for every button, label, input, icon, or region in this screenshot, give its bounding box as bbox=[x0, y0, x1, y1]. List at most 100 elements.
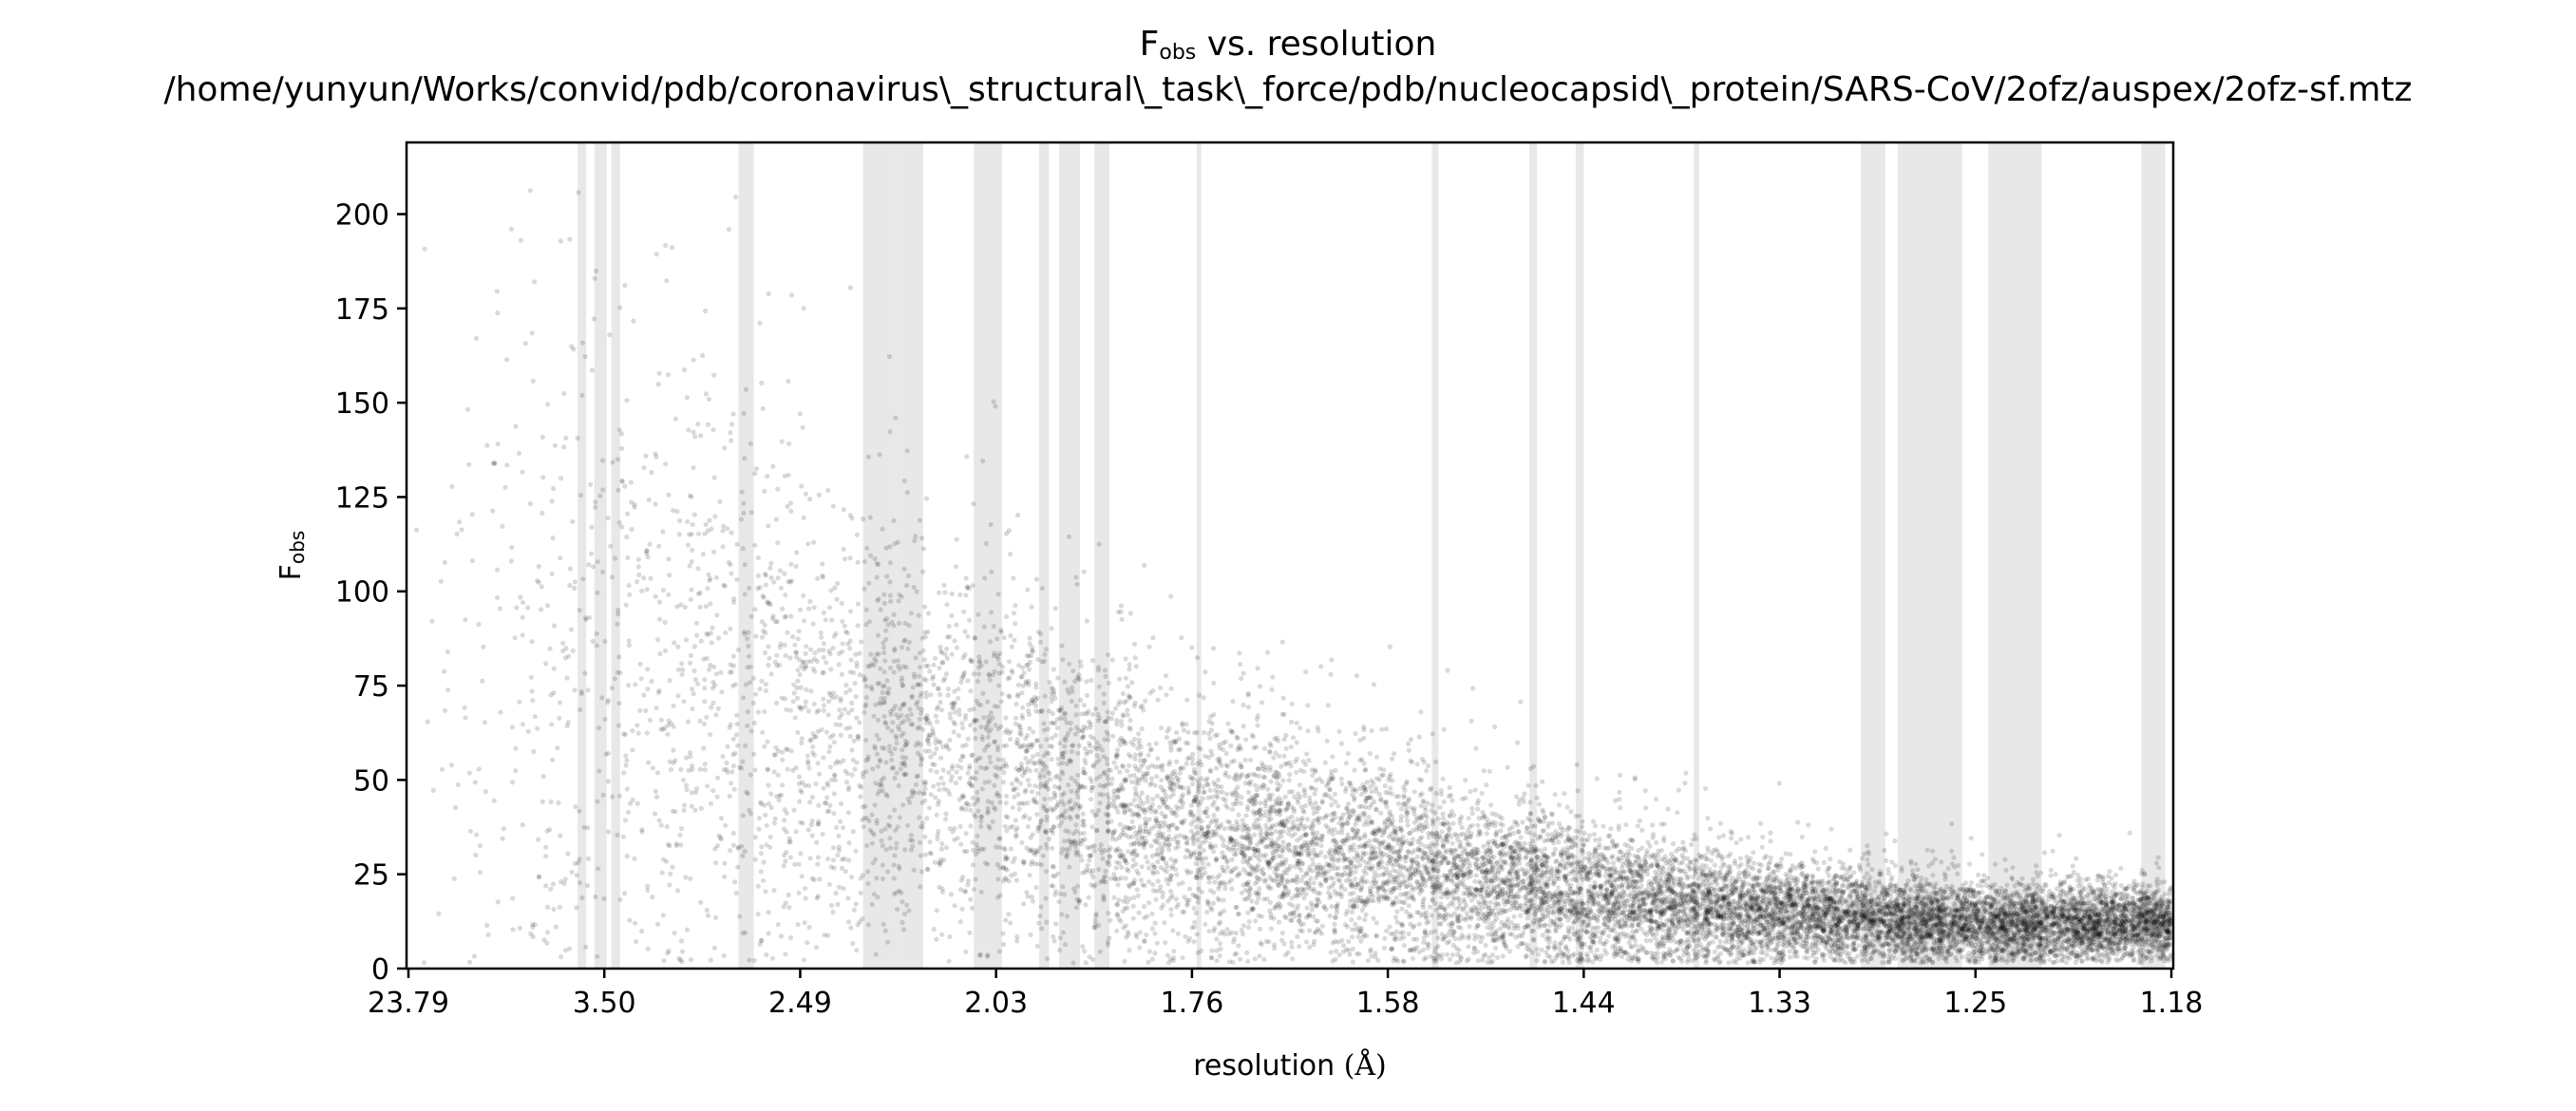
data-point bbox=[1250, 734, 1256, 740]
data-point bbox=[1844, 931, 1849, 936]
data-point bbox=[2018, 895, 2024, 902]
data-point bbox=[866, 580, 872, 586]
data-point bbox=[1303, 668, 1309, 675]
data-point bbox=[988, 521, 994, 528]
data-point bbox=[957, 919, 963, 925]
data-point bbox=[1620, 889, 1626, 895]
data-point bbox=[1708, 921, 1714, 927]
data-point bbox=[2050, 848, 2055, 854]
data-point bbox=[429, 618, 435, 624]
data-point bbox=[1879, 891, 1885, 896]
data-point bbox=[689, 790, 694, 796]
data-point bbox=[811, 605, 817, 611]
data-point bbox=[1634, 928, 1639, 933]
data-point bbox=[539, 584, 544, 590]
data-point bbox=[1381, 945, 1387, 951]
data-point bbox=[2009, 922, 2015, 928]
data-point bbox=[1089, 748, 1094, 755]
data-point bbox=[1340, 852, 1346, 857]
data-point bbox=[1211, 812, 1217, 819]
resolution-band bbox=[594, 142, 607, 969]
data-point bbox=[1359, 878, 1365, 884]
data-point bbox=[1998, 925, 2004, 932]
data-point bbox=[922, 834, 928, 839]
data-point bbox=[858, 876, 863, 881]
data-point bbox=[810, 744, 816, 750]
data-point bbox=[1038, 744, 1044, 749]
data-point bbox=[1282, 762, 1288, 767]
data-point bbox=[2058, 947, 2064, 952]
data-point bbox=[1212, 879, 1218, 885]
data-point bbox=[988, 639, 994, 645]
data-point bbox=[913, 534, 919, 539]
data-point bbox=[1804, 909, 1809, 914]
data-point bbox=[619, 479, 625, 484]
data-point bbox=[1456, 864, 1462, 870]
data-point bbox=[1044, 807, 1050, 814]
data-point bbox=[1112, 876, 1118, 882]
data-point bbox=[2083, 906, 2089, 913]
data-point bbox=[1000, 757, 1006, 763]
data-point bbox=[1897, 926, 1903, 932]
data-point bbox=[1069, 749, 1075, 755]
data-point bbox=[1044, 737, 1050, 743]
data-point bbox=[1472, 886, 1479, 892]
data-point bbox=[2114, 917, 2120, 923]
data-point bbox=[1827, 894, 1832, 899]
data-point bbox=[1336, 850, 1342, 856]
data-point bbox=[1215, 806, 1221, 813]
data-point bbox=[1552, 940, 1558, 946]
data-point bbox=[1861, 914, 1866, 920]
data-point bbox=[911, 867, 917, 874]
data-point bbox=[1487, 890, 1494, 895]
data-point bbox=[815, 855, 822, 860]
data-point bbox=[2109, 932, 2115, 938]
data-point bbox=[2043, 934, 2049, 940]
data-point bbox=[1118, 918, 1124, 924]
data-point bbox=[1245, 924, 1252, 931]
data-point bbox=[1052, 774, 1058, 781]
data-point bbox=[2000, 910, 2006, 916]
data-point bbox=[2115, 922, 2121, 928]
data-point bbox=[783, 613, 789, 619]
data-point bbox=[688, 957, 694, 963]
data-point bbox=[1712, 887, 1717, 894]
data-point bbox=[1365, 899, 1371, 905]
data-point bbox=[1276, 738, 1281, 744]
data-point bbox=[2081, 924, 2087, 930]
data-point bbox=[2043, 906, 2050, 912]
data-point bbox=[2071, 931, 2076, 936]
data-point bbox=[1939, 920, 1944, 926]
data-point bbox=[1645, 872, 1651, 877]
data-point bbox=[1760, 834, 1766, 840]
data-point bbox=[1426, 868, 1431, 874]
data-point bbox=[975, 665, 982, 670]
data-point bbox=[878, 759, 883, 764]
data-point bbox=[1438, 885, 1444, 891]
data-point bbox=[660, 587, 666, 593]
data-point bbox=[873, 857, 879, 862]
data-point bbox=[786, 441, 792, 446]
data-point bbox=[667, 678, 672, 684]
data-point bbox=[919, 536, 925, 541]
data-point bbox=[1212, 733, 1218, 739]
data-point bbox=[1302, 802, 1308, 809]
data-point bbox=[797, 672, 803, 678]
data-point bbox=[1544, 884, 1551, 890]
data-point bbox=[1768, 855, 1773, 860]
data-point bbox=[1804, 940, 1809, 946]
data-point bbox=[1146, 900, 1152, 906]
data-point bbox=[981, 624, 987, 630]
data-point bbox=[880, 862, 885, 868]
data-point bbox=[653, 706, 659, 711]
data-point bbox=[1268, 841, 1274, 848]
data-point bbox=[2011, 910, 2017, 915]
data-point bbox=[936, 704, 941, 709]
data-point bbox=[882, 928, 888, 933]
data-point bbox=[1130, 857, 1136, 862]
data-point bbox=[1111, 760, 1117, 765]
data-point bbox=[1917, 935, 1923, 941]
data-point bbox=[874, 876, 880, 881]
data-point bbox=[1188, 870, 1194, 876]
data-point bbox=[1783, 851, 1789, 857]
